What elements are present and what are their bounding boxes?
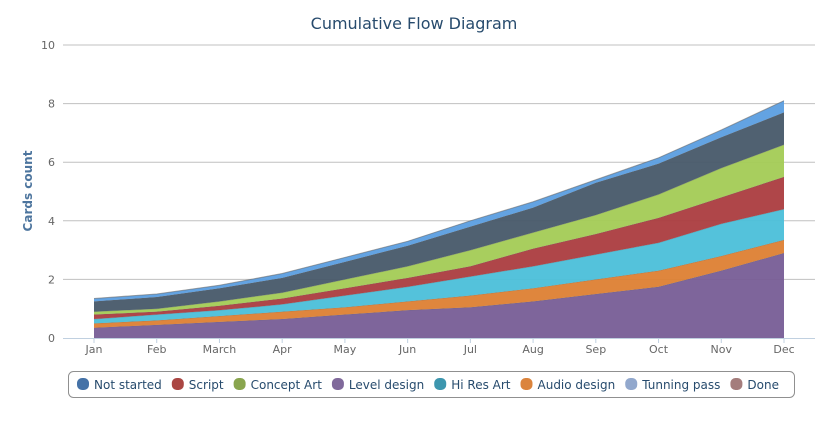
- x-tick-label: Aug: [522, 343, 543, 356]
- y-tick-label: 8: [48, 98, 55, 111]
- x-tick-label: Feb: [147, 343, 166, 356]
- legend-swatch: [77, 378, 89, 390]
- legend-label: Audio design: [538, 378, 616, 392]
- x-tick-label: Dec: [773, 343, 794, 356]
- x-tick-label: Nov: [711, 343, 733, 356]
- area-audio-design: [94, 239, 784, 328]
- chart-title: Cumulative Flow Diagram: [311, 14, 518, 33]
- x-tick-label: Jun: [398, 343, 416, 356]
- legend-label: Not started: [94, 378, 162, 392]
- legend-swatch: [434, 378, 447, 390]
- x-tick-label: Oct: [649, 343, 669, 356]
- legend-item-script[interactable]: Script: [171, 378, 224, 392]
- legend-label: Script: [189, 378, 224, 392]
- x-tick-label: Jan: [85, 343, 103, 356]
- legend-item-done[interactable]: Done: [730, 378, 779, 392]
- area-level-design: [94, 253, 784, 338]
- legend-swatch: [233, 378, 246, 390]
- legend-swatch: [625, 378, 638, 390]
- y-axis-label: Cards count: [21, 150, 35, 231]
- y-tick-label: 10: [41, 39, 55, 52]
- x-tick-label: March: [203, 343, 237, 356]
- legend-label: Done: [747, 378, 779, 392]
- series-line: [93, 100, 785, 299]
- y-tick-label: 0: [48, 332, 55, 345]
- legend-swatch: [331, 378, 344, 390]
- legend-swatch: [520, 378, 533, 390]
- x-tick-label: Jul: [463, 343, 477, 356]
- series-line: [93, 100, 785, 299]
- x-tick-label: Apr: [273, 343, 293, 356]
- y-tick-label: 4: [48, 215, 55, 228]
- y-tick-label: 2: [48, 273, 55, 286]
- legend-box: [68, 371, 795, 398]
- legend-swatch: [730, 378, 743, 390]
- legend-item-tunning-pass[interactable]: Tunning pass: [625, 378, 720, 392]
- legend-swatch: [171, 378, 184, 390]
- legend-label: Concept Art: [251, 378, 323, 392]
- legend-item-not-started[interactable]: Not started: [77, 378, 162, 392]
- legend-label: Level design: [349, 378, 424, 392]
- legend-item-hi-res-art[interactable]: Hi Res Art: [434, 378, 511, 392]
- legend-label: Hi Res Art: [451, 378, 511, 392]
- x-tick-label: May: [334, 343, 357, 356]
- legend-item-level-design[interactable]: Level design: [331, 378, 424, 392]
- area-hi-res-art: [94, 209, 784, 324]
- legend-label: Tunning pass: [641, 378, 720, 392]
- legend-item-audio-design[interactable]: Audio design: [520, 378, 616, 392]
- y-tick-label: 6: [48, 156, 55, 169]
- x-tick-label: Sep: [585, 343, 606, 356]
- legend-item-concept-art[interactable]: Concept Art: [233, 378, 323, 392]
